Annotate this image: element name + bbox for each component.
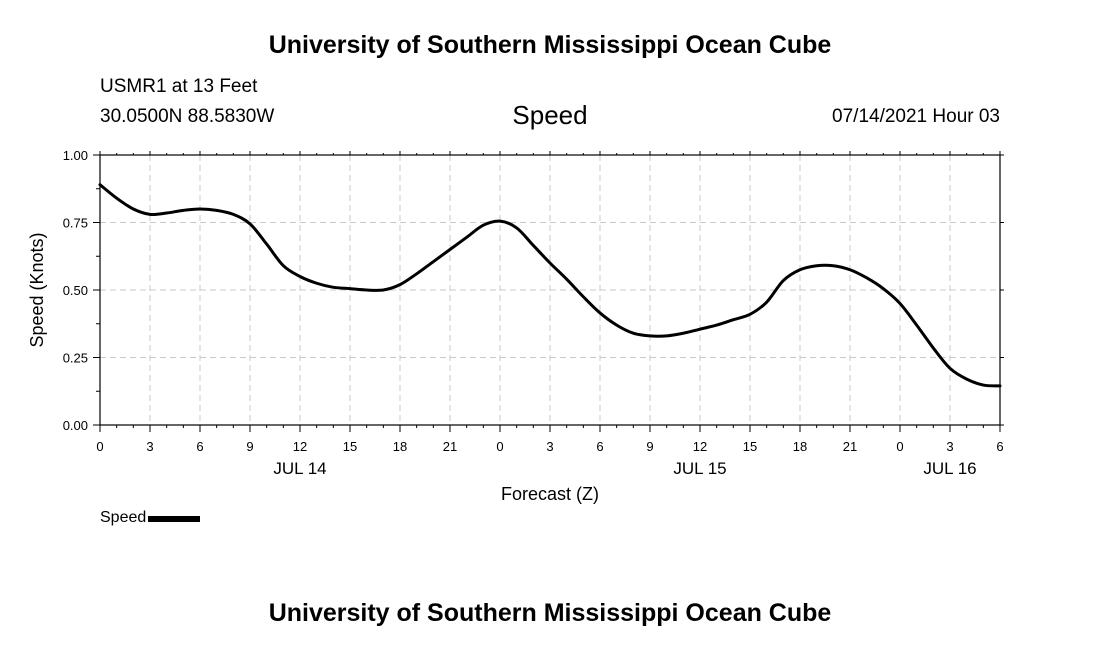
x-tick-label: 15 [343, 439, 357, 454]
x-tick-label: 21 [843, 439, 857, 454]
legend: Speed [100, 509, 201, 527]
x-tick-label: 3 [946, 439, 953, 454]
coordinates-label: 30.0500N 88.5830W [100, 106, 275, 127]
x-tick-label: 6 [996, 439, 1003, 454]
y-tick-label: 1.00 [63, 148, 88, 163]
forecast-datetime: 07/14/2021 Hour 03 [832, 106, 1000, 127]
plot-frame [99, 154, 1001, 426]
x-tick-label: 21 [443, 439, 457, 454]
series-line-speed [98, 183, 1002, 388]
x-tick-label: 0 [496, 439, 503, 454]
y-axis-label: Speed (Knots) [27, 232, 47, 347]
x-tick-label: 3 [146, 439, 153, 454]
x-tick-label: 6 [596, 439, 603, 454]
chart-title: University of Southern Mississippi Ocean… [268, 31, 832, 59]
x-tick-label: 9 [646, 439, 653, 454]
day-label: JUL 14 [273, 459, 326, 478]
x-tick-label: 3 [546, 439, 553, 454]
tick-labels: 0 3 6 9 12 15 18 21 0 3 6 9 12 15 18 21 0 3 6 0.00 0.25 0.50 0… [63, 148, 1004, 478]
x-tick-label: 0 [896, 439, 903, 454]
x-tick-label: 0 [96, 439, 103, 454]
x-tick-label: 18 [393, 439, 407, 454]
grid-lines [100, 155, 1000, 425]
y-tick-label: 0.75 [63, 216, 88, 231]
footer-title: University of Southern Mississippi Ocean… [268, 599, 832, 627]
day-label: JUL 16 [923, 459, 976, 478]
variable-title: Speed [512, 100, 588, 130]
x-axis-label: Forecast (Z) [501, 484, 599, 504]
legend-label: Speed [100, 509, 147, 526]
x-tick-label: 12 [693, 439, 707, 454]
x-tick-label: 15 [743, 439, 757, 454]
y-tick-label: 0.25 [63, 351, 88, 366]
day-label: JUL 15 [673, 459, 726, 478]
station-label: USMR1 at 13 Feet [100, 76, 258, 97]
x-tick-label: 9 [246, 439, 253, 454]
legend-swatch [148, 516, 201, 522]
x-tick-label: 12 [293, 439, 307, 454]
x-tick-label: 18 [793, 439, 807, 454]
y-tick-label: 0.50 [63, 283, 88, 298]
axis-ticks [93, 151, 1004, 432]
y-tick-label: 0.00 [63, 418, 88, 433]
x-tick-label: 6 [196, 439, 203, 454]
series-layer [98, 183, 1002, 388]
